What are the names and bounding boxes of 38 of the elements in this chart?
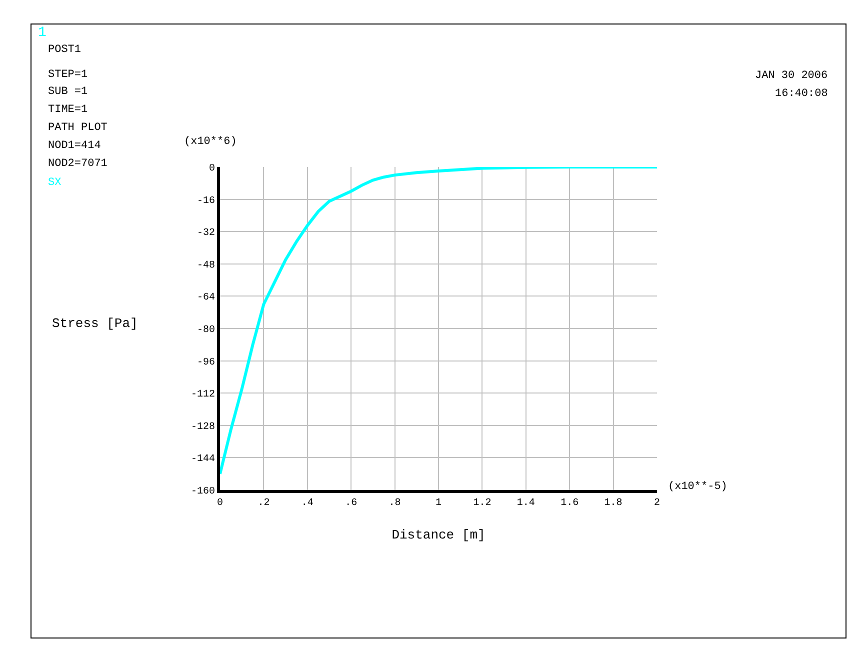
text: SX bbox=[48, 177, 62, 189]
y-tick-label: -80 bbox=[196, 325, 215, 336]
y-tick-label: -128 bbox=[190, 422, 215, 433]
x-tick-label: 1 bbox=[435, 498, 442, 509]
text: NOD2=7071 bbox=[48, 158, 108, 170]
y-tick-label: -16 bbox=[196, 196, 215, 207]
y-tick-label: -48 bbox=[196, 260, 215, 272]
text: NOD1=414 bbox=[48, 140, 102, 152]
y-tick-label: -64 bbox=[196, 292, 215, 304]
text: JAN 30 2006 bbox=[755, 70, 828, 82]
y-axis-title: Stress [Pa] bbox=[52, 316, 138, 331]
text: POST1 bbox=[48, 44, 82, 56]
x-tick-label: 1.6 bbox=[560, 498, 579, 509]
y-tick-label: -144 bbox=[190, 454, 215, 466]
text: .8 bbox=[388, 498, 401, 509]
text: (x10**-5) bbox=[668, 481, 728, 493]
x-tick-label: 1.4 bbox=[516, 498, 535, 509]
y-tick-label: -96 bbox=[196, 357, 215, 368]
line-series bbox=[220, 167, 657, 476]
text: .2 bbox=[258, 498, 270, 509]
text: .4 bbox=[301, 498, 314, 509]
y-tick-label: -160 bbox=[190, 486, 215, 498]
text: STEP=1 bbox=[48, 69, 88, 81]
y-tick-label: -112 bbox=[190, 390, 215, 401]
x-tick-label: 1.2 bbox=[473, 498, 492, 509]
x-axis-title: Distance [m] bbox=[392, 528, 486, 543]
text: TIME=1 bbox=[48, 104, 88, 116]
text: 16:40:08 bbox=[775, 88, 828, 100]
text: .6 bbox=[345, 498, 358, 509]
y-tick-label: -32 bbox=[196, 228, 215, 240]
y-tick-label: 0 bbox=[208, 164, 215, 174]
x-tick-label: 1.8 bbox=[604, 498, 622, 509]
text: (x10**6) bbox=[184, 136, 237, 148]
x-tick-label: 0 bbox=[216, 498, 224, 509]
x-tick-label: 2 bbox=[654, 498, 660, 509]
text: 1 bbox=[38, 25, 46, 41]
text: PATH PLOT bbox=[48, 122, 108, 134]
text: SUB =1 bbox=[48, 86, 88, 98]
